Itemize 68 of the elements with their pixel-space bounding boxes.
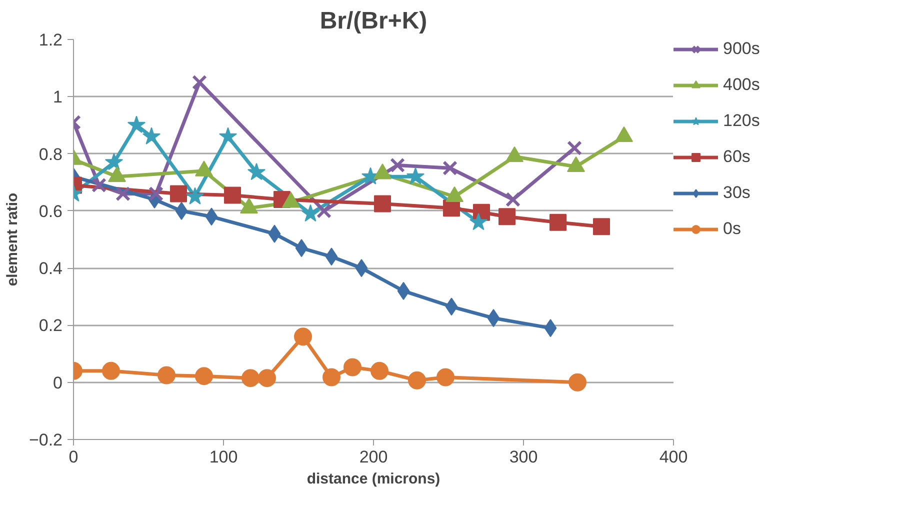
point [91, 178, 107, 193]
point [268, 224, 281, 243]
point [258, 369, 276, 388]
point [355, 259, 368, 278]
point [170, 185, 187, 202]
legend-label: 60s [723, 147, 750, 167]
x-tick-label: 100 [209, 448, 238, 466]
point [242, 369, 260, 388]
point [294, 328, 312, 346]
point [566, 140, 582, 156]
point [505, 192, 521, 208]
point [175, 202, 188, 220]
x-tick-label: 400 [659, 448, 688, 466]
legend-label: 900s [723, 39, 760, 59]
point [301, 204, 320, 222]
point [104, 152, 124, 170]
point [218, 127, 238, 144]
point [127, 116, 146, 133]
point [115, 186, 131, 202]
x-tick-label: 0 [68, 448, 78, 466]
point [148, 186, 164, 202]
point [195, 367, 213, 386]
point [498, 208, 516, 226]
point [224, 186, 241, 204]
point [469, 212, 488, 230]
point [322, 368, 340, 386]
point [408, 371, 426, 390]
point [593, 218, 610, 236]
y-tick-label: 1.2 [38, 30, 63, 50]
point [142, 127, 161, 144]
point [374, 195, 391, 212]
y-tick-label: 0.2 [38, 316, 63, 336]
point [325, 248, 338, 266]
point [445, 298, 458, 316]
y-tick-label: 1 [53, 88, 63, 107]
point [158, 366, 176, 384]
point [370, 362, 388, 380]
legend-label: 30s [723, 183, 750, 203]
point [186, 187, 204, 204]
y-tick-label: 0.4 [38, 259, 63, 278]
y-tick-label: 0.8 [38, 144, 63, 164]
point [568, 373, 586, 392]
point [295, 239, 308, 258]
legend-label: 0s [723, 219, 742, 239]
x-tick-label: 300 [509, 448, 538, 466]
point [344, 358, 362, 376]
x-tick-label: 200 [359, 448, 388, 466]
point [247, 162, 266, 180]
point [102, 362, 120, 380]
chart-title: Br/(Br+K) [320, 8, 428, 34]
point [550, 214, 566, 231]
point [205, 208, 218, 226]
point [192, 74, 208, 90]
y-axis-title: element ratio [4, 192, 21, 286]
x-axis-title: distance (microns) [306, 470, 440, 488]
y-tick-label: −0.2 [28, 430, 62, 450]
point [390, 158, 406, 173]
point [544, 319, 557, 338]
point [406, 167, 425, 184]
point [397, 282, 410, 300]
y-tick-label: 0.6 [38, 202, 63, 221]
legend-label: 120s [723, 111, 760, 131]
point [442, 160, 458, 176]
y-tick-label: 0 [53, 373, 63, 392]
point [436, 368, 454, 386]
point [316, 203, 332, 218]
legend-label: 400s [723, 75, 760, 95]
point [487, 309, 500, 328]
